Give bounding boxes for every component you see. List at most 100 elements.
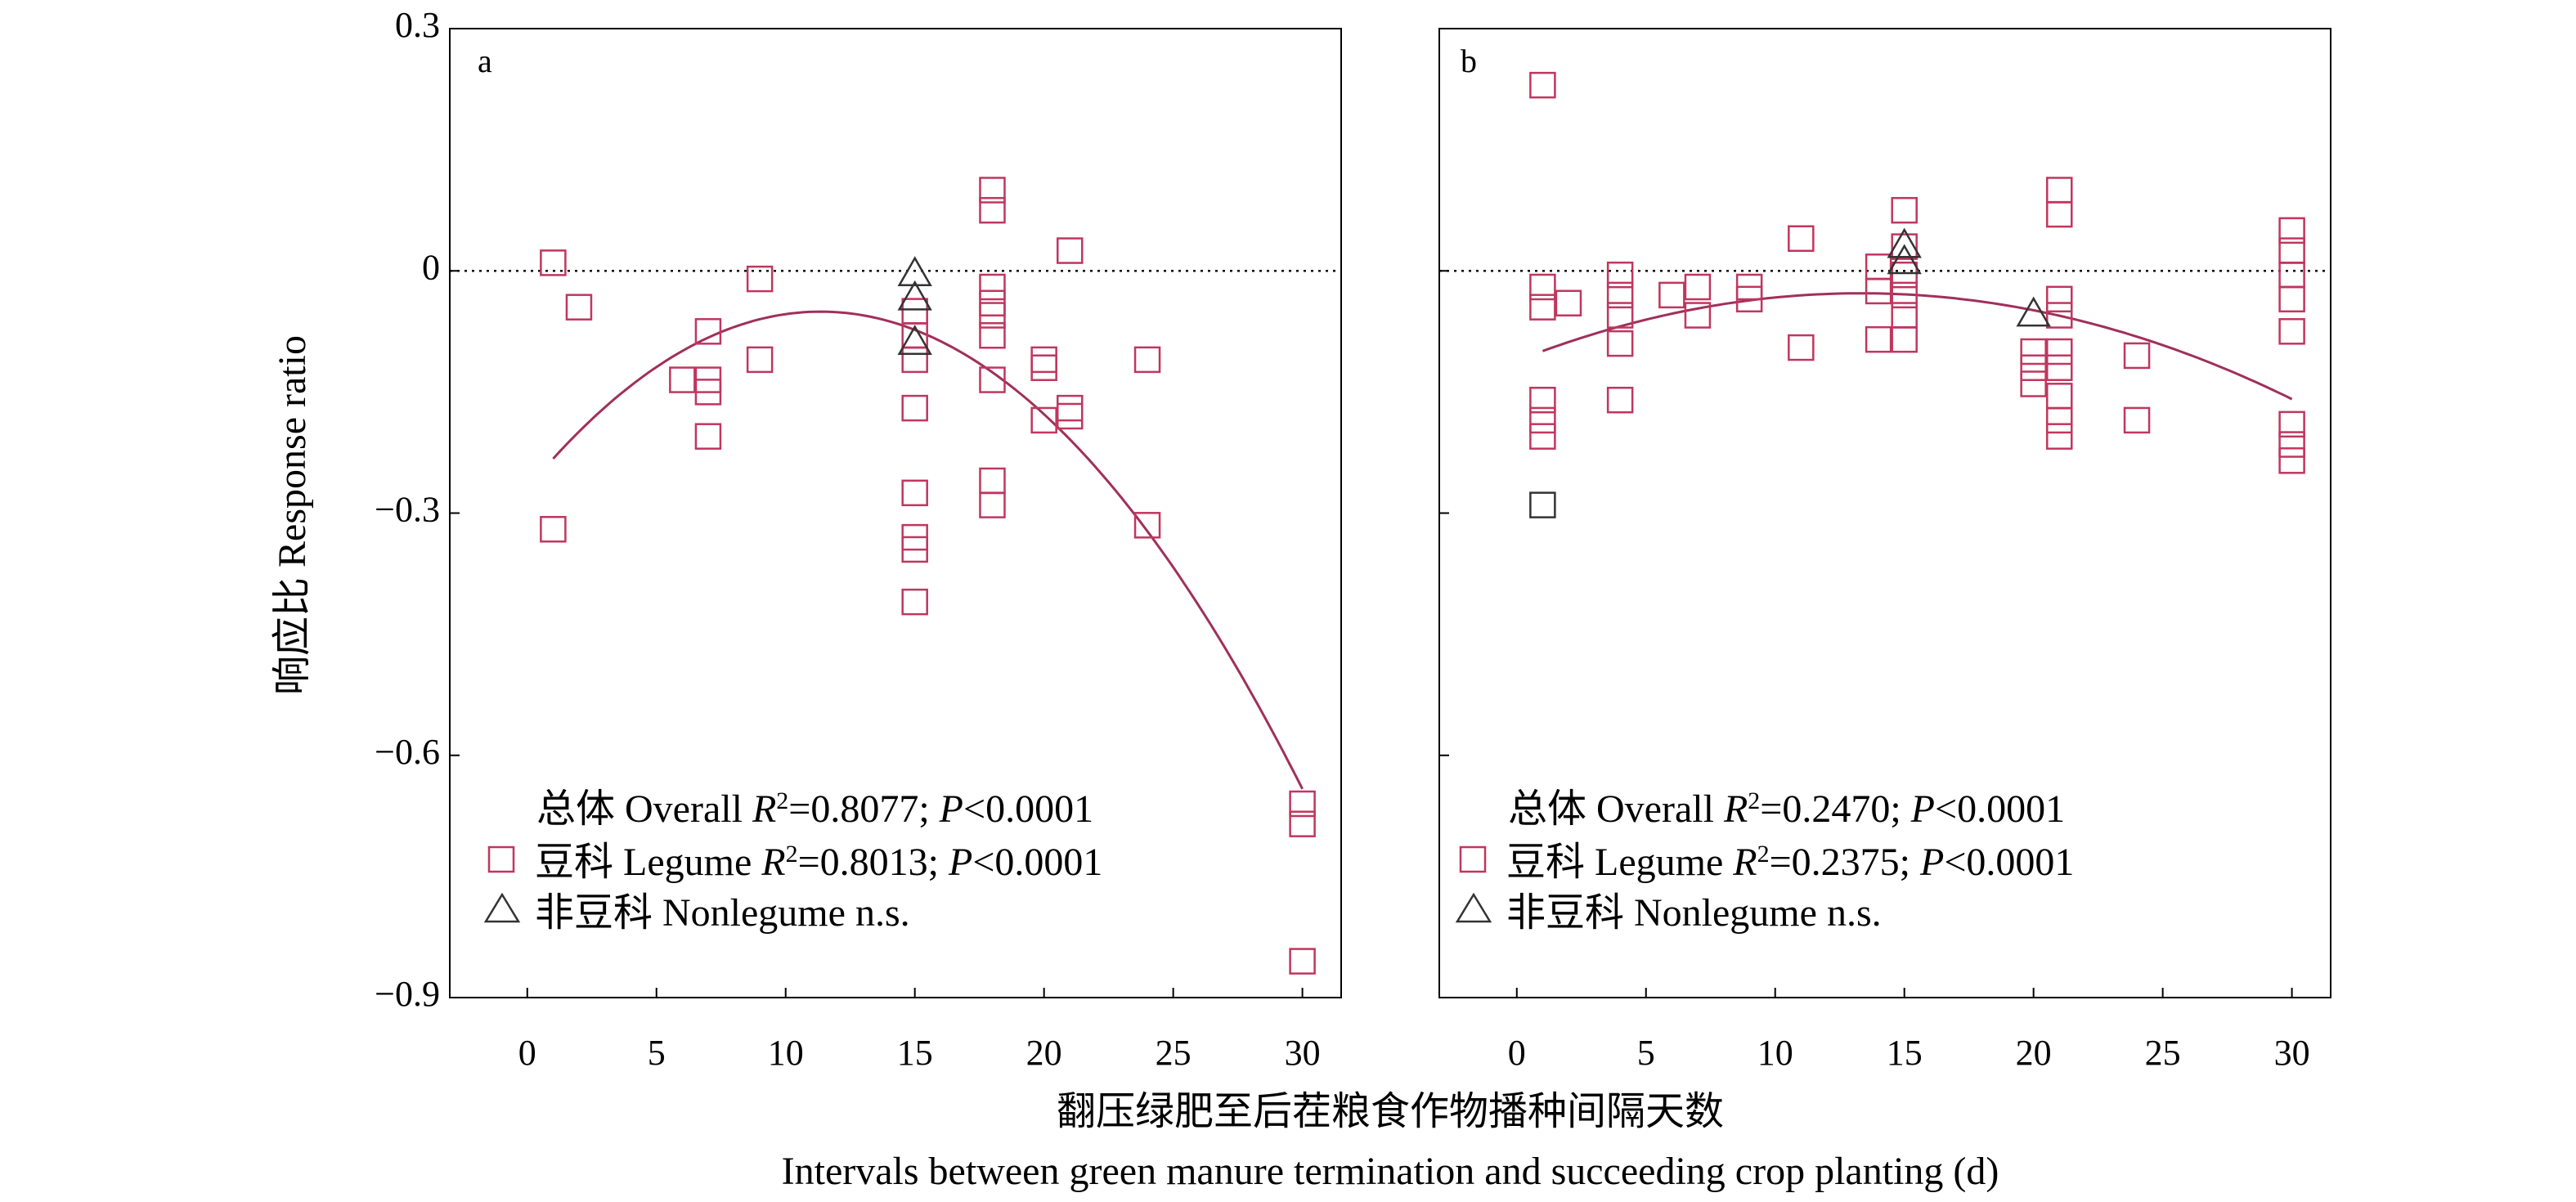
panel-a-legend: 总体 Overall R2=0.8077; P<0.0001 豆科 Legume … [483,787,1102,935]
legume-point [2046,200,2073,228]
panel-b-legend: 总体 Overall R2=0.2470; P<0.0001 豆科 Legume … [1455,787,2074,935]
legume-point [540,249,567,276]
legume-point [2046,302,2073,329]
legume-point [979,302,1006,329]
legume-point [694,318,722,345]
legume-point [2278,285,2305,313]
legume-point [1057,237,1084,264]
legume-point [2046,354,2073,381]
panel-a-x-ticks: 0 5 10 15 20 25 30 [518,988,1321,1073]
legume-point [2046,338,2073,366]
legume-point [901,536,928,563]
legume-point [1057,394,1084,422]
legend-square-marker [1459,845,1487,873]
legend-entry: 总体 Overall R2=0.8077; P<0.0001 [536,787,1093,832]
legume-point [1289,810,1316,837]
nonlegume-point [2016,296,2051,327]
legume-point [901,346,928,374]
legend-triangle-marker [483,892,521,923]
x-tick-label: 20 [1026,1033,1062,1073]
nonlegume-point [897,280,932,311]
nonlegume-point [1887,227,1922,258]
legume-point [2278,261,2305,289]
panel-a-y-ticks: 0.3 0 −0.3 −0.6 −0.9 [375,5,460,1014]
legume-point [979,273,1006,301]
legume-point [1865,325,1892,353]
legume-point [1030,406,1057,434]
legume-point [1133,512,1161,539]
x-axis-title-cn: 翻压绿肥至后茬粮食作物播种间隔天数 [1057,1090,1724,1133]
legume-point [2046,285,2073,313]
legume-point [1555,289,1582,316]
x-tick-label: 30 [1285,1033,1321,1073]
x-tick-label: 5 [1637,1033,1655,1073]
legume-point [1606,302,1634,329]
legend-label: 豆科 Legume R2=0.8013; P<0.0001 [535,841,1102,885]
legume-point [901,394,928,422]
legume-point [1684,302,1712,329]
legume-point [1865,253,1892,280]
nonlegume-point [1887,244,1922,275]
legend-entry: 豆科 Legume R2=0.2375; P<0.0001 [1459,841,2074,885]
legume-point [1606,387,1634,414]
panel-a: 0.3 0 −0.3 −0.6 −0.9 0 5 10 15 20 25 30 a 总体 Overa… [375,5,1342,1073]
x-tick-label: 0 [518,1033,536,1073]
legume-point [540,516,567,543]
legend-triangle-marker [1455,892,1492,923]
legume-point [901,588,928,616]
legume-point [1891,325,1918,353]
legume-point [1529,406,1556,434]
panel-b-x-ticks: 0 5 10 15 20 25 30 [1508,988,2310,1073]
legume-point [1658,281,1685,309]
legume-point [1865,277,1892,305]
legume-point [1030,346,1057,374]
legume-point [1788,225,1815,252]
y-tick-label: −0.9 [375,974,440,1014]
legume-point [979,196,1006,224]
legume-point [2123,406,2151,434]
x-tick-label: 10 [768,1033,804,1073]
legume-point [979,177,1006,204]
x-tick-label: 15 [897,1033,933,1073]
y-tick-label: 0.3 [395,5,440,45]
panel-b-y-ticks [1439,28,1449,998]
legume-point [746,265,774,293]
legume-point [1529,387,1556,414]
legume-point [2278,447,2305,474]
legume-point [1529,294,1556,321]
legume-point [669,366,696,393]
legume-point [2020,354,2047,381]
panel-a-letter: a [478,43,492,79]
legume-point [1891,281,1918,309]
legend-entry: 总体 Overall R2=0.2470; P<0.0001 [1508,787,2065,832]
legume-point [1606,281,1634,309]
x-tick-label: 15 [1887,1033,1923,1073]
legume-point [694,423,722,450]
legume-point [1133,346,1161,374]
panel-b: 0 5 10 15 20 25 30 b 总体 Overall R2=0.2470; P<0… [1438,28,2331,1073]
panel-b-points [1529,71,2305,518]
legume-point [1030,354,1057,381]
nonlegume-point [897,256,932,287]
legume-point [565,294,593,321]
legend-label: 总体 Overall R2=0.2470; P<0.0001 [1508,787,2065,832]
legume-point [2278,431,2305,458]
legume-point [1684,273,1712,301]
legume-point [2278,217,2305,244]
legume-point [2046,406,2073,434]
legend-label: 非豆科 Nonlegume n.s. [535,891,910,935]
legume-point [2046,383,2073,410]
legume-point [1289,790,1316,818]
legume-point [1057,402,1084,430]
legend-label: 总体 Overall R2=0.8077; P<0.0001 [536,787,1093,832]
legume-point [979,467,1006,495]
panel-a-points [540,177,1316,975]
legend-label: 豆科 Legume R2=0.2375; P<0.0001 [1506,841,2074,885]
legend-label: 非豆科 Nonlegume n.s. [1506,891,1882,935]
legume-point [901,298,928,325]
legume-point [1891,196,1918,224]
legume-point [694,379,722,406]
legume-point [2046,177,2073,204]
x-tick-label: 10 [1757,1033,1793,1073]
x-tick-label: 5 [648,1033,666,1073]
